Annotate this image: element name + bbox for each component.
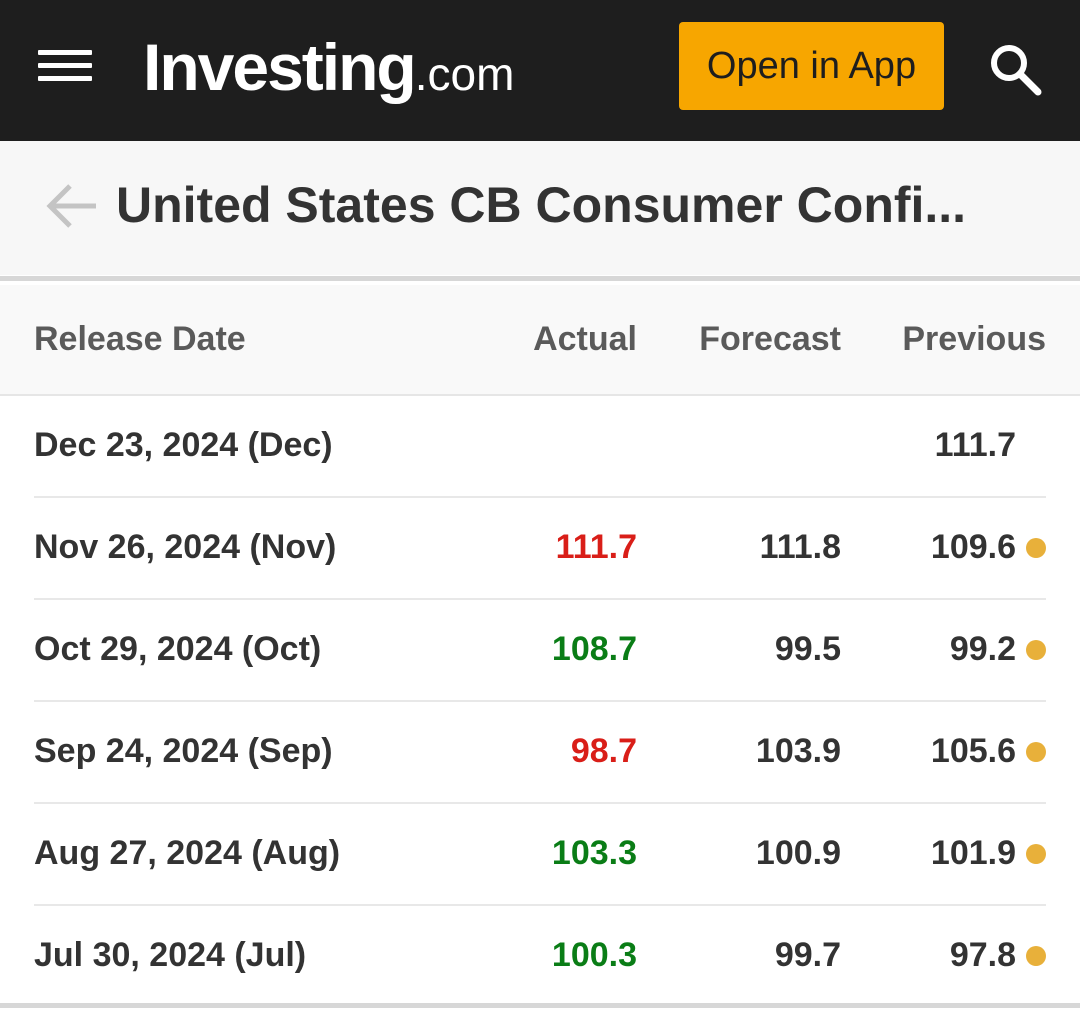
release-date-cell: Jul 30, 2024 (Jul)	[34, 936, 307, 974]
table-row[interactable]: Oct 29, 2024 (Oct) 108.7 99.5 99.2	[0, 600, 1080, 702]
table-row[interactable]: Sep 24, 2024 (Sep) 98.7 103.9 105.6	[0, 702, 1080, 804]
logo-main-text: Investing	[143, 30, 417, 104]
revised-indicator-dot-icon[interactable]	[1026, 946, 1046, 966]
back-arrow-icon[interactable]	[44, 180, 100, 232]
forecast-value-cell: 100.9	[755, 834, 841, 872]
column-header-actual: Actual	[533, 320, 637, 358]
row-divider	[34, 700, 1046, 702]
hamburger-menu-icon[interactable]	[38, 46, 92, 86]
forecast-value-cell: 103.9	[755, 732, 841, 770]
release-date-cell: Dec 23, 2024 (Dec)	[34, 426, 333, 464]
column-header-release-date: Release Date	[34, 320, 246, 358]
table-row[interactable]: Nov 26, 2024 (Nov) 111.7 111.8 109.6	[0, 498, 1080, 600]
actual-value-cell: 111.7	[555, 528, 637, 566]
release-date-cell: Oct 29, 2024 (Oct)	[34, 630, 322, 668]
previous-value-cell: 111.7	[934, 426, 1016, 464]
logo-tld-text: .com	[414, 48, 515, 100]
row-divider	[34, 802, 1046, 804]
search-icon[interactable]	[986, 40, 1044, 98]
revised-indicator-dot-icon[interactable]	[1026, 538, 1046, 558]
forecast-value-cell: 99.5	[774, 630, 841, 668]
table-header	[0, 285, 1080, 396]
column-header-previous: Previous	[902, 320, 1046, 358]
previous-value-cell: 99.2	[949, 630, 1016, 668]
forecast-value-cell: 99.7	[774, 936, 841, 974]
column-header-forecast: Forecast	[699, 320, 841, 358]
actual-value-cell: 108.7	[551, 630, 637, 668]
actual-value-cell: 103.3	[551, 834, 637, 872]
row-divider	[34, 496, 1046, 498]
table-row[interactable]: Dec 23, 2024 (Dec) 111.7	[0, 396, 1080, 498]
table-row[interactable]: Jul 30, 2024 (Jul) 100.3 99.7 97.8	[0, 906, 1080, 1008]
previous-value-cell: 109.6	[930, 528, 1016, 566]
release-date-cell: Nov 26, 2024 (Nov)	[34, 528, 337, 566]
open-in-app-button[interactable]: Open in App	[679, 22, 944, 110]
row-divider	[34, 904, 1046, 906]
title-divider	[0, 276, 1080, 281]
table-row[interactable]: Aug 27, 2024 (Aug) 103.3 100.9 101.9	[0, 804, 1080, 906]
previous-value-cell: 105.6	[930, 732, 1016, 770]
release-date-cell: Aug 27, 2024 (Aug)	[34, 834, 341, 872]
forecast-value-cell: 111.8	[759, 528, 841, 566]
actual-value-cell: 100.3	[551, 936, 637, 974]
revised-indicator-dot-icon[interactable]	[1026, 844, 1046, 864]
page-title: United States CB Consumer Confi...	[116, 177, 967, 233]
previous-value-cell: 97.8	[949, 936, 1016, 974]
title-bar	[0, 141, 1080, 275]
row-divider	[0, 1003, 1080, 1008]
previous-value-cell: 101.9	[930, 834, 1016, 872]
release-date-cell: Sep 24, 2024 (Sep)	[34, 732, 333, 770]
revised-indicator-dot-icon[interactable]	[1026, 742, 1046, 762]
revised-indicator-dot-icon[interactable]	[1026, 640, 1046, 660]
investing-logo[interactable]: Investing .com	[143, 22, 514, 112]
row-divider	[34, 598, 1046, 600]
actual-value-cell: 98.7	[570, 732, 637, 770]
